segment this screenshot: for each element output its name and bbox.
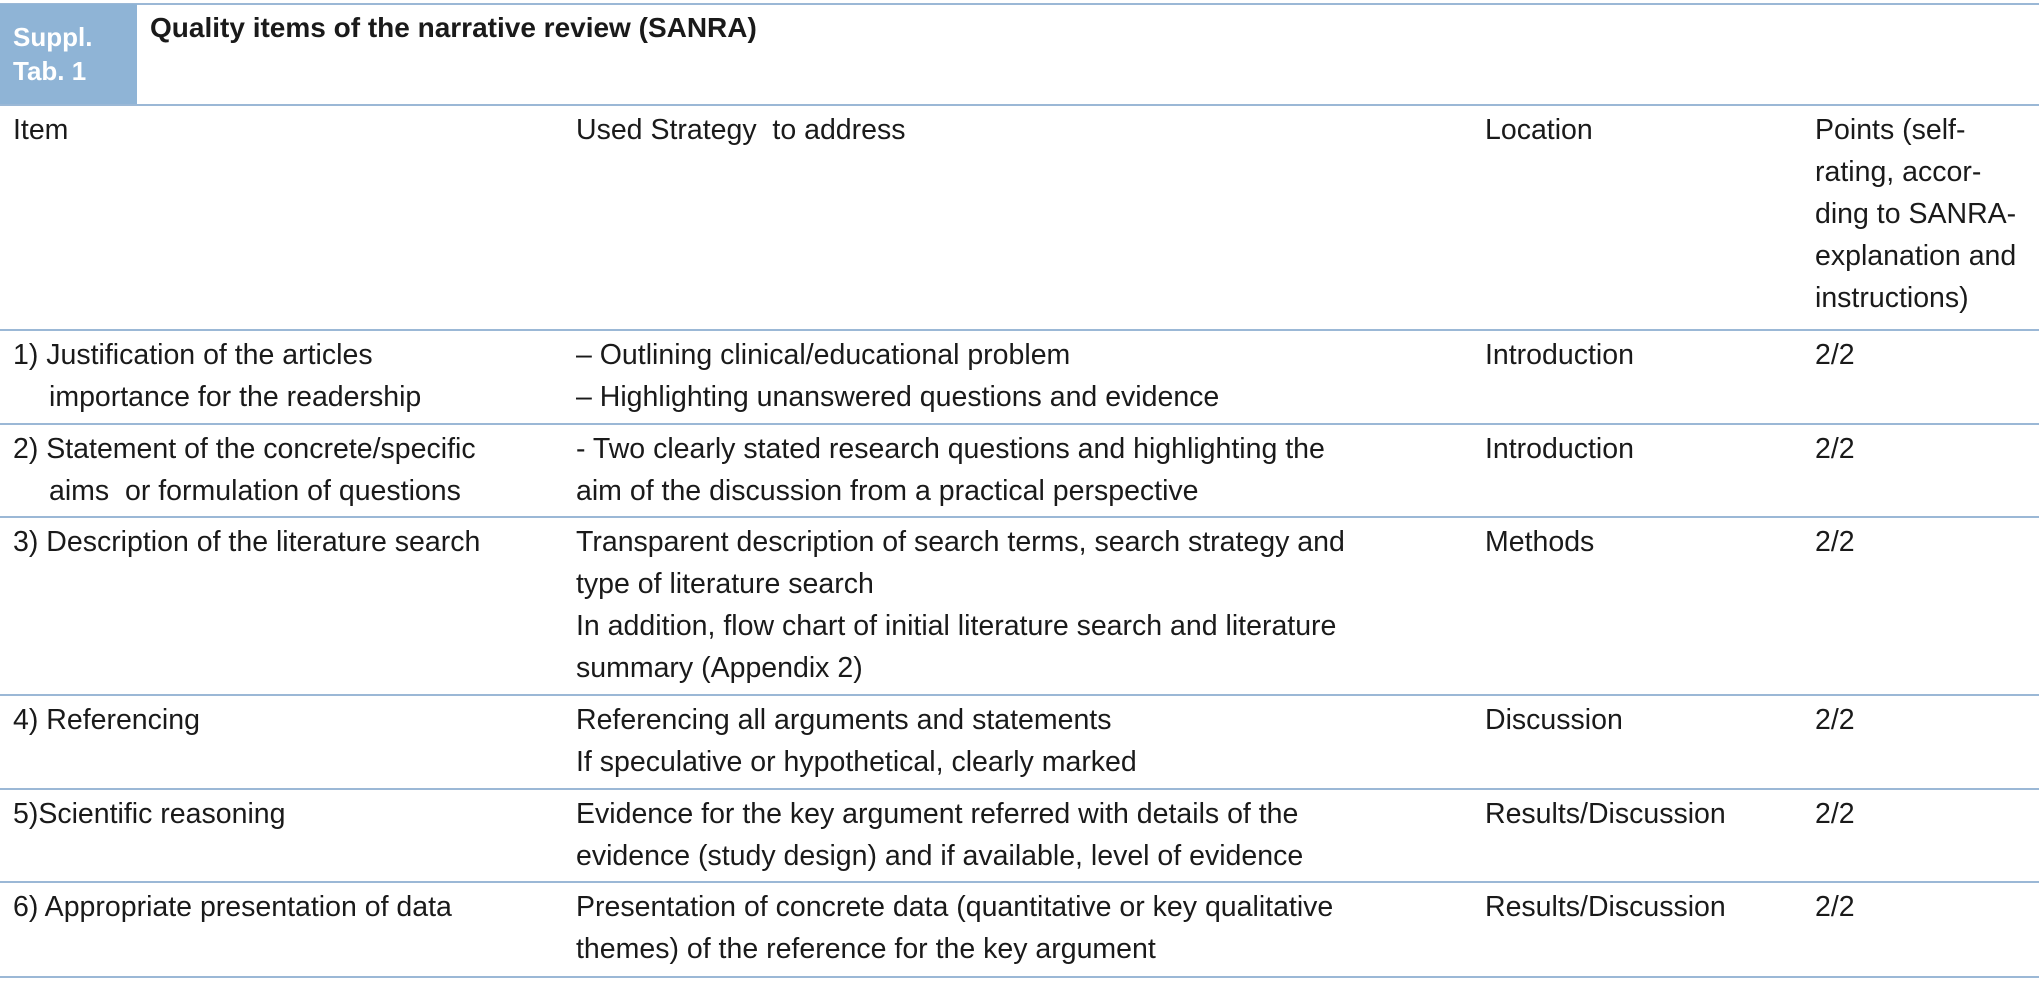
cell: Discussion — [1485, 699, 1623, 741]
cell-line: themes) of the reference for the key arg… — [576, 933, 1156, 965]
cell: 2/2 — [1815, 334, 1855, 376]
cell-line: If speculative or hypothetical, clearly … — [576, 746, 1137, 778]
rule — [0, 516, 2039, 518]
cell: Introduction — [1485, 428, 1634, 470]
cell: 2/2 — [1815, 428, 1855, 470]
cell-line: Introduction — [1485, 339, 1634, 371]
cell-line: summary (Appendix 2) — [576, 652, 863, 684]
cell-line: 2/2 — [1815, 526, 1855, 558]
cell-line: 2/2 — [1815, 891, 1855, 923]
cell-line: aims or formulation of questions — [49, 475, 461, 507]
cell-line: Location — [1485, 114, 1593, 146]
cell-line: – Outlining clinical/educational problem — [576, 339, 1071, 371]
cell-line: 2) Statement of the concrete/specific — [13, 433, 476, 465]
table-title: Quality items of the narrative review (S… — [150, 12, 757, 43]
item-cell: 5)Scientific reasoning — [13, 793, 285, 835]
rule — [0, 694, 2039, 696]
cell-line: – Highlighting unanswered questions and … — [576, 381, 1220, 413]
cell-line: Methods — [1485, 526, 1595, 558]
cell: Presentation of concrete data (quantitat… — [576, 886, 1333, 970]
item-cell: 2) Statement of the concrete/specific aim… — [13, 428, 476, 512]
cell-line: 6) Appropriate presentation of data — [13, 891, 452, 923]
cell-line: 2/2 — [1815, 704, 1855, 736]
cell: Points (self-rating, accor-ding to SANRA… — [1815, 109, 2016, 319]
cell: Transparent description of search terms,… — [576, 521, 1345, 689]
cell: 2/2 — [1815, 521, 1855, 563]
cell-line: In addition, flow chart of initial liter… — [576, 610, 1337, 642]
cell: 2/2 — [1815, 793, 1855, 835]
cell-line: Presentation of concrete data (quantitat… — [576, 891, 1334, 923]
cell: Results/Discussion — [1485, 886, 1726, 928]
cell-line: Results/Discussion — [1485, 798, 1726, 830]
cell: Introduction — [1485, 334, 1634, 376]
cell-line: 3) Description of the literature search — [13, 526, 481, 558]
cell-line: 2/2 — [1815, 798, 1855, 830]
cell: - Two clearly stated research questions … — [576, 428, 1325, 512]
rule — [0, 423, 2039, 425]
cell-line: importance for the readership — [49, 381, 422, 413]
cell: Referencing all arguments and statements… — [576, 699, 1137, 783]
cell: – Outlining clinical/educational problem… — [576, 334, 1219, 418]
cell-line: Results/Discussion — [1485, 891, 1726, 923]
cell-line: Item — [13, 114, 69, 146]
cell-line: Referencing all arguments and statements — [576, 704, 1112, 736]
table-label: Suppl. Tab. 1 — [0, 4, 137, 104]
cell: Results/Discussion — [1485, 793, 1726, 835]
cell-line: 2/2 — [1815, 339, 1855, 371]
cell: Used Strategy to address — [576, 109, 906, 151]
cell-line: explanation and — [1815, 240, 2017, 272]
cell-line: ding to SANRA- — [1815, 198, 2017, 230]
cell-line: evidence (study design) and if available… — [576, 840, 1304, 872]
rule — [0, 3, 2039, 5]
cell-line: instructions) — [1815, 282, 1969, 314]
cell-line: 1) Justification of the articles — [13, 339, 373, 371]
item-cell: 3) Description of the literature search — [13, 521, 480, 563]
rule — [0, 104, 2039, 106]
cell: Methods — [1485, 521, 1594, 563]
cell-line: Introduction — [1485, 433, 1634, 465]
cell-line: Transparent description of search terms,… — [576, 526, 1345, 558]
rule — [0, 976, 2039, 978]
cell-line: Used Strategy to address — [576, 114, 906, 146]
cell-line: - Two clearly stated research questions … — [576, 433, 1325, 465]
cell-line: Discussion — [1485, 704, 1623, 736]
item-cell: 6) Appropriate presentation of data — [13, 886, 452, 928]
cell-line: Points (self- — [1815, 114, 1966, 146]
label-line: Tab. 1 — [13, 56, 87, 86]
item-cell: 1) Justification of the articles importan… — [13, 334, 421, 418]
cell: 2/2 — [1815, 886, 1855, 928]
cell-line: 4) Referencing — [13, 704, 200, 736]
label-line: Suppl. — [13, 22, 93, 52]
cell: Evidence for the key argument referred w… — [576, 793, 1303, 877]
cell-line: aim of the discussion from a practical p… — [576, 475, 1199, 507]
rule — [0, 788, 2039, 790]
rule — [0, 329, 2039, 331]
cell: Item — [13, 109, 68, 151]
cell-line: type of literature search — [576, 568, 874, 600]
cell-line: 5)Scientific reasoning — [13, 798, 286, 830]
cell-line: Evidence for the key argument referred w… — [576, 798, 1299, 830]
rule — [0, 881, 2039, 883]
cell: Location — [1485, 109, 1593, 151]
cell: 2/2 — [1815, 699, 1855, 741]
cell-line: 2/2 — [1815, 433, 1855, 465]
cell-line: rating, accor- — [1815, 156, 1982, 188]
item-cell: 4) Referencing — [13, 699, 200, 741]
